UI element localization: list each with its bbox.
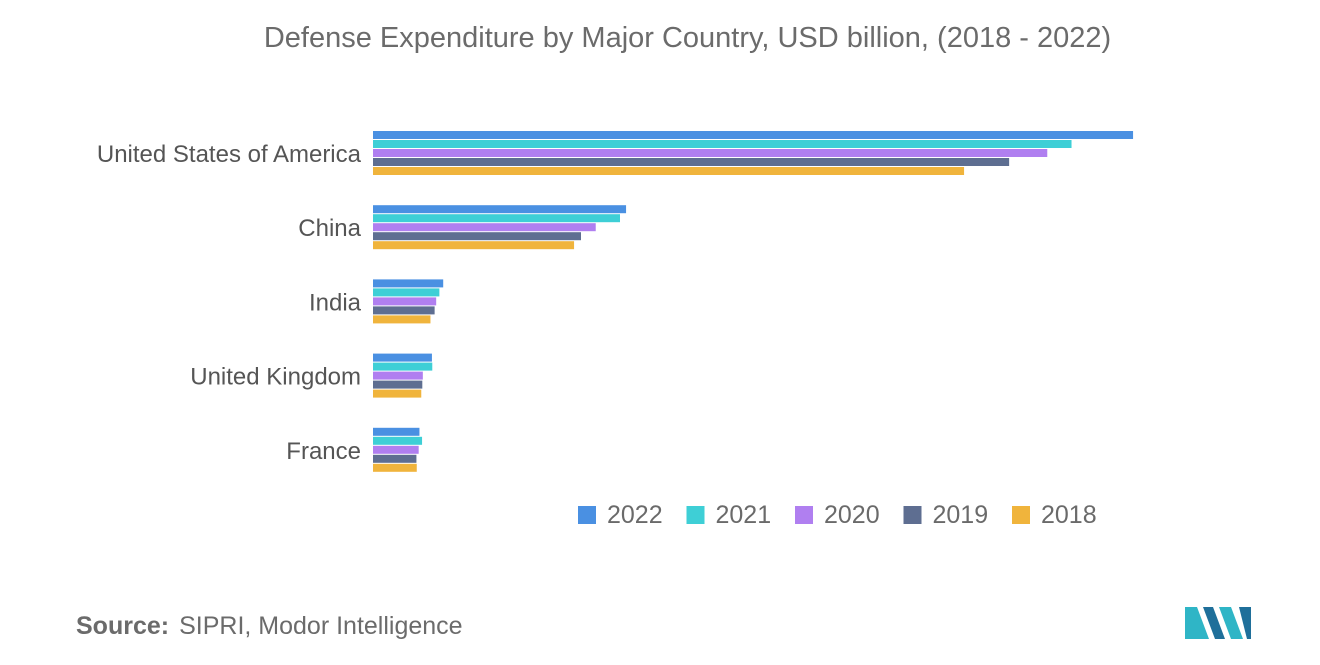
bar-2022-1 xyxy=(373,205,627,214)
bar-2019-1 xyxy=(373,232,581,241)
category-label: France xyxy=(286,438,361,465)
source-note: Source: SIPRI, Modor Intelligence xyxy=(76,612,463,641)
source-text: SIPRI, Modor Intelligence xyxy=(179,612,463,640)
legend-label-2020: 2020 xyxy=(824,501,880,529)
bar-2018-2 xyxy=(373,315,431,324)
category-label: United Kingdom xyxy=(190,364,361,391)
legend-swatch-2020 xyxy=(795,506,813,524)
legend-swatch-2019 xyxy=(903,506,922,524)
legend-label-2018: 2018 xyxy=(1041,501,1097,529)
bar-2018-3 xyxy=(373,389,422,398)
bar-2022-3 xyxy=(373,353,432,362)
category-label: India xyxy=(309,289,362,316)
legend-label-2021: 2021 xyxy=(716,501,772,529)
bar-2022-2 xyxy=(373,279,444,288)
bar-2021-2 xyxy=(373,288,440,297)
bar-2022-0 xyxy=(373,131,1134,139)
bar-chart: United States of America China India United… xyxy=(97,131,1134,529)
chart-title: Defense Expenditure by Major Country, US… xyxy=(263,22,1112,54)
bar-2020-3 xyxy=(373,371,423,380)
bar-2020-0 xyxy=(373,149,1048,157)
legend-swatch-2022 xyxy=(578,506,596,524)
bar-2021-4 xyxy=(373,436,423,445)
source-label: Source: xyxy=(76,612,170,640)
bar-2019-4 xyxy=(373,454,417,463)
bar-2019-3 xyxy=(373,380,423,389)
legend-label-2019: 2019 xyxy=(933,501,989,529)
bar-2018-0 xyxy=(373,167,965,175)
legend-swatch-2018 xyxy=(1012,506,1030,524)
bar-2021-3 xyxy=(373,362,433,371)
legend-swatch-2021 xyxy=(686,506,705,524)
bar-2021-0 xyxy=(373,140,1072,148)
bar-2021-1 xyxy=(373,214,620,223)
bar-2022-4 xyxy=(373,427,420,436)
category-label: China xyxy=(298,215,361,242)
bar-2020-4 xyxy=(373,445,419,454)
bar-2018-1 xyxy=(373,241,575,250)
category-label: United States of America xyxy=(97,141,362,168)
legend: 2022 2021 2020 2019 2018 xyxy=(578,501,1097,529)
bar-2019-0 xyxy=(373,158,1010,166)
bar-2020-2 xyxy=(373,297,437,306)
bars-group xyxy=(373,131,1134,472)
bar-2018-4 xyxy=(373,463,417,472)
bar-2019-2 xyxy=(373,306,435,315)
legend-label-2022: 2022 xyxy=(607,501,663,529)
bar-2020-1 xyxy=(373,223,596,232)
category-labels: United States of America China India United… xyxy=(97,141,362,465)
mordor-logo-icon xyxy=(1185,607,1251,639)
